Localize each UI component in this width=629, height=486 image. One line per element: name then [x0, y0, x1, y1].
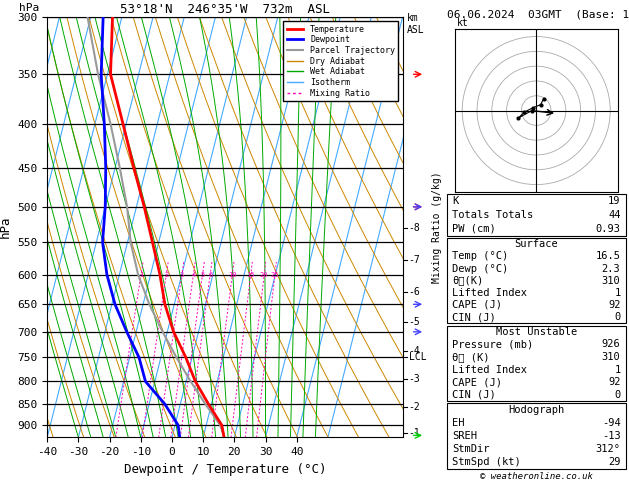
- Text: Totals Totals: Totals Totals: [452, 210, 533, 220]
- Text: 4: 4: [191, 272, 196, 278]
- Y-axis label: hPa: hPa: [0, 216, 12, 239]
- Text: 310: 310: [602, 276, 620, 286]
- Text: K: K: [452, 196, 458, 206]
- Text: 5: 5: [201, 272, 204, 278]
- Text: PW (cm): PW (cm): [452, 224, 496, 234]
- Text: Mixing Ratio (g/kg): Mixing Ratio (g/kg): [432, 172, 442, 283]
- Text: 10: 10: [228, 272, 237, 278]
- Text: θᴄ(K): θᴄ(K): [452, 276, 483, 286]
- Text: 0: 0: [615, 390, 620, 399]
- Title: 53°18'N  246°35'W  732m  ASL: 53°18'N 246°35'W 732m ASL: [120, 3, 330, 16]
- Text: 15: 15: [247, 272, 255, 278]
- Legend: Temperature, Dewpoint, Parcel Trajectory, Dry Adiabat, Wet Adiabat, Isotherm, Mi: Temperature, Dewpoint, Parcel Trajectory…: [284, 21, 398, 101]
- Text: -94: -94: [602, 418, 620, 428]
- Text: Lifted Index: Lifted Index: [452, 288, 527, 298]
- Text: 92: 92: [608, 377, 620, 387]
- Text: StmDir: StmDir: [452, 444, 489, 454]
- Text: 312°: 312°: [596, 444, 620, 454]
- FancyBboxPatch shape: [447, 194, 626, 236]
- Text: 16.5: 16.5: [596, 251, 620, 261]
- Text: © weatheronline.co.uk: © weatheronline.co.uk: [480, 472, 593, 481]
- Text: Dewp (°C): Dewp (°C): [452, 263, 508, 274]
- Text: -8: -8: [409, 223, 420, 233]
- Text: CAPE (J): CAPE (J): [452, 300, 502, 310]
- Text: -1: -1: [409, 428, 420, 438]
- Text: 310: 310: [602, 352, 620, 362]
- X-axis label: Dewpoint / Temperature (°C): Dewpoint / Temperature (°C): [124, 463, 326, 476]
- Text: 20: 20: [260, 272, 269, 278]
- Text: CAPE (J): CAPE (J): [452, 377, 502, 387]
- Text: 1: 1: [615, 288, 620, 298]
- Text: -2: -2: [409, 401, 420, 412]
- Text: 06.06.2024  03GMT  (Base: 12): 06.06.2024 03GMT (Base: 12): [447, 10, 629, 19]
- Text: θᴄ (K): θᴄ (K): [452, 352, 489, 362]
- Text: Pressure (mb): Pressure (mb): [452, 339, 533, 349]
- Text: hPa: hPa: [19, 3, 39, 13]
- FancyBboxPatch shape: [447, 238, 626, 323]
- Text: 44: 44: [608, 210, 620, 220]
- Text: km
ASL: km ASL: [406, 13, 425, 35]
- Text: -6: -6: [409, 287, 420, 296]
- Text: SREH: SREH: [452, 431, 477, 441]
- Text: 3: 3: [180, 272, 184, 278]
- Text: 19: 19: [608, 196, 620, 206]
- Text: -13: -13: [602, 431, 620, 441]
- FancyBboxPatch shape: [447, 403, 626, 469]
- FancyBboxPatch shape: [447, 326, 626, 401]
- Text: Hodograph: Hodograph: [508, 405, 564, 415]
- Text: 92: 92: [608, 300, 620, 310]
- Text: 6: 6: [208, 272, 213, 278]
- Text: EH: EH: [452, 418, 464, 428]
- Text: LCL: LCL: [409, 352, 426, 363]
- Text: -4: -4: [409, 346, 420, 356]
- Text: -3: -3: [409, 374, 420, 384]
- Text: CIN (J): CIN (J): [452, 390, 496, 399]
- Text: 25: 25: [270, 272, 279, 278]
- Text: 0.93: 0.93: [596, 224, 620, 234]
- Text: Most Unstable: Most Unstable: [496, 327, 577, 337]
- Text: CIN (J): CIN (J): [452, 312, 496, 322]
- Text: Surface: Surface: [515, 239, 558, 249]
- Text: StmSpd (kt): StmSpd (kt): [452, 457, 521, 468]
- Text: kt: kt: [457, 17, 468, 28]
- Text: 0: 0: [615, 312, 620, 322]
- Text: 1: 1: [615, 364, 620, 375]
- Text: 29: 29: [608, 457, 620, 468]
- Text: -7: -7: [409, 255, 420, 265]
- Text: 1: 1: [139, 272, 143, 278]
- Text: 2.3: 2.3: [602, 263, 620, 274]
- Text: 926: 926: [602, 339, 620, 349]
- Text: Temp (°C): Temp (°C): [452, 251, 508, 261]
- Text: -5: -5: [409, 316, 420, 327]
- Text: Lifted Index: Lifted Index: [452, 364, 527, 375]
- Text: 2: 2: [164, 272, 169, 278]
